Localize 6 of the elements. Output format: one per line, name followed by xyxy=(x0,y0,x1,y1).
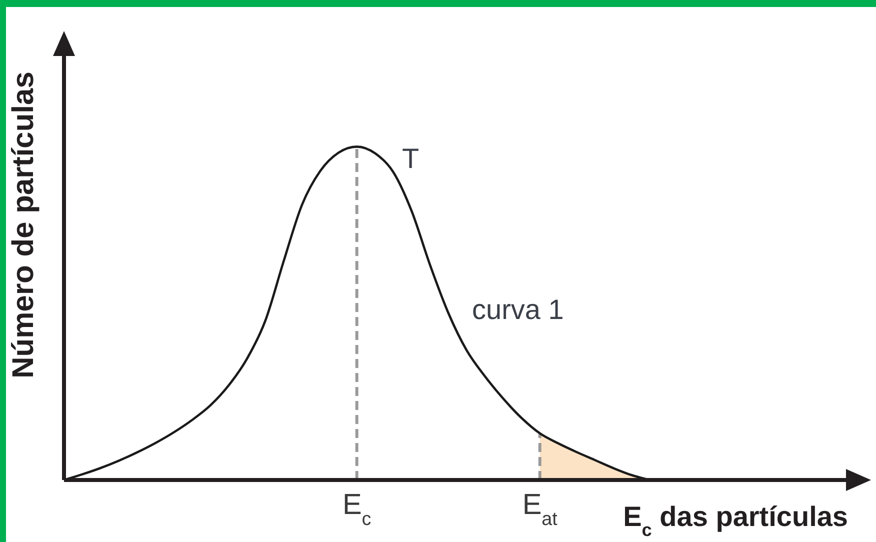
x-tick-label: E$_{c}$ xyxy=(342,489,372,528)
annotation: curva 1 xyxy=(472,294,564,325)
annotation: T xyxy=(402,143,420,174)
x-axis-title: E$_{c}$ das partículas xyxy=(623,501,848,540)
y-axis-title: Número de partículas xyxy=(7,72,40,378)
x-tick-label: E$_{at}$ xyxy=(522,489,558,528)
